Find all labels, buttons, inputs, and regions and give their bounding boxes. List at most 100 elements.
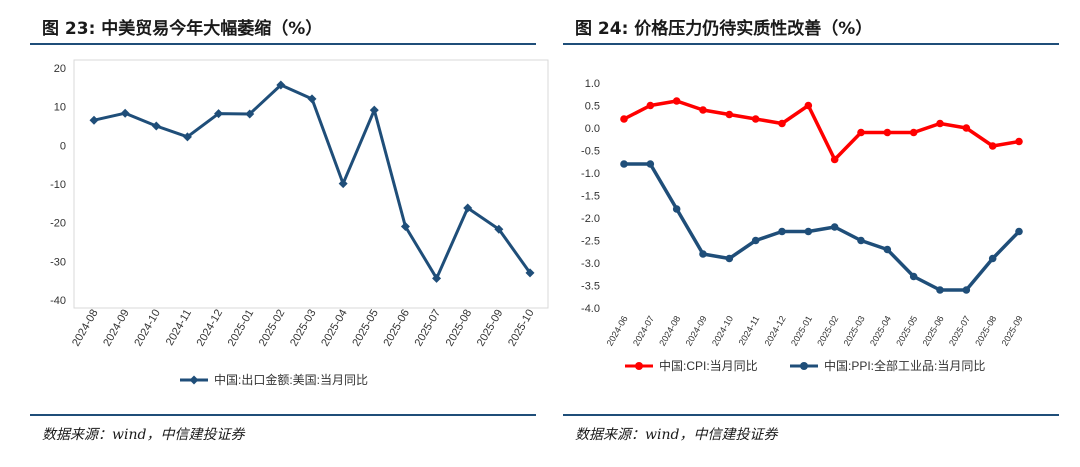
legend-label: 中国:PPI:全部工业品:当月同比 xyxy=(824,358,985,373)
x-tick-label: 2025-05 xyxy=(894,314,919,348)
data-point xyxy=(804,227,813,236)
y-tick-label: 0.0 xyxy=(585,123,600,135)
data-point xyxy=(620,160,628,168)
left-footer-rule xyxy=(30,414,536,416)
series-line xyxy=(623,99,1020,162)
y-tick-label: -30 xyxy=(50,256,66,268)
data-point xyxy=(725,254,734,263)
data-point xyxy=(751,115,760,123)
data-point xyxy=(89,115,99,125)
right-source-note: 数据来源：wind，中信建投证券 xyxy=(575,427,778,443)
x-tick-label: 2024-08 xyxy=(657,314,682,348)
series-line xyxy=(93,83,532,280)
y-tick-label: 0.5 xyxy=(585,101,600,113)
legend-label: 中国:CPI:当月同比 xyxy=(659,358,758,373)
x-tick-label: 2025-06 xyxy=(921,314,946,348)
legend-marker xyxy=(635,362,643,370)
right-footer-rule xyxy=(563,414,1059,416)
x-tick-label: 2025-03 xyxy=(288,308,319,349)
data-point xyxy=(432,273,442,283)
right-title-rule xyxy=(563,43,1059,45)
data-point xyxy=(463,203,473,213)
x-tick-label: 2024-09 xyxy=(684,314,709,348)
x-tick-label: 2025-02 xyxy=(257,308,288,349)
left-source-note: 数据来源：wind，中信建投证券 xyxy=(42,427,245,443)
x-tick-label: 2025-04 xyxy=(868,314,893,348)
data-point xyxy=(988,254,997,263)
x-tick-label: 2025-04 xyxy=(319,308,350,349)
data-point xyxy=(883,245,892,254)
y-tick-label: 0 xyxy=(60,140,66,152)
x-tick-label: 2025-07 xyxy=(947,314,972,348)
data-point xyxy=(857,236,865,245)
y-tick-label: -40 xyxy=(50,295,66,307)
x-tick-label: 2024-08 xyxy=(70,308,101,349)
data-point xyxy=(620,115,628,123)
x-tick-label: 2024-11 xyxy=(164,308,194,348)
data-point xyxy=(699,250,707,258)
x-tick-label: 2024-07 xyxy=(631,314,656,348)
y-tick-label: 1.0 xyxy=(585,78,600,90)
data-point xyxy=(988,142,997,150)
data-point xyxy=(400,222,410,232)
x-tick-label: 2025-08 xyxy=(973,314,998,348)
data-point xyxy=(672,205,681,213)
data-point xyxy=(936,119,944,128)
data-point xyxy=(646,160,655,168)
y-tick-label: -1.0 xyxy=(581,168,600,180)
y-tick-label: -4.0 xyxy=(581,303,600,315)
legend-marker xyxy=(800,362,808,370)
data-point xyxy=(338,179,348,189)
plot-frame xyxy=(73,59,549,309)
x-tick-label: 2025-07 xyxy=(413,308,444,349)
data-point xyxy=(307,94,317,104)
data-point xyxy=(830,155,839,164)
data-point xyxy=(525,268,535,278)
data-point xyxy=(369,105,379,115)
y-tick-label: -2.5 xyxy=(581,236,600,248)
x-tick-label: 2024-10 xyxy=(710,314,735,348)
y-tick-label: -10 xyxy=(50,179,66,191)
legend-label: 中国:出口金额:美国:当月同比 xyxy=(214,372,368,387)
series-line xyxy=(624,162,1021,292)
data-point xyxy=(883,128,892,137)
x-tick-label: 2025-01 xyxy=(226,308,257,349)
data-point xyxy=(245,109,255,119)
data-point xyxy=(646,101,655,110)
y-tick-label: 10 xyxy=(54,102,66,114)
x-tick-label: 2024-11 xyxy=(737,314,762,347)
data-point xyxy=(214,109,224,119)
data-point xyxy=(494,224,504,234)
right-chart-title: 图 24: 价格压力仍待实质性改善（%） xyxy=(575,19,873,39)
left-title-rule xyxy=(30,43,536,45)
data-point xyxy=(672,97,681,105)
x-tick-label: 2025-09 xyxy=(1000,314,1025,348)
y-tick-label: -0.5 xyxy=(581,146,600,158)
data-point xyxy=(120,108,130,118)
data-point xyxy=(962,286,971,294)
x-tick-label: 2024-09 xyxy=(101,308,132,349)
y-tick-label: -20 xyxy=(50,218,66,230)
data-point xyxy=(725,110,734,119)
x-tick-label: 2025-08 xyxy=(444,308,475,349)
data-point xyxy=(830,223,839,231)
x-tick-label: 2025-03 xyxy=(842,314,867,348)
legend-marker xyxy=(189,375,199,385)
data-point xyxy=(909,128,918,137)
x-tick-label: 2024-10 xyxy=(132,308,163,349)
data-point xyxy=(151,121,161,131)
data-point xyxy=(936,286,944,294)
y-tick-label: 20 xyxy=(54,63,66,75)
x-tick-label: 2024-12 xyxy=(763,314,788,348)
data-point xyxy=(751,236,760,245)
data-point xyxy=(1015,227,1023,236)
y-tick-label: -3.5 xyxy=(581,281,600,293)
data-point xyxy=(276,80,286,90)
x-tick-label: 2025-01 xyxy=(789,314,814,348)
y-tick-label: -3.0 xyxy=(581,258,600,270)
data-point xyxy=(1015,137,1023,146)
data-point xyxy=(857,128,865,137)
data-point xyxy=(699,106,707,114)
x-tick-label: 2025-10 xyxy=(506,308,537,349)
